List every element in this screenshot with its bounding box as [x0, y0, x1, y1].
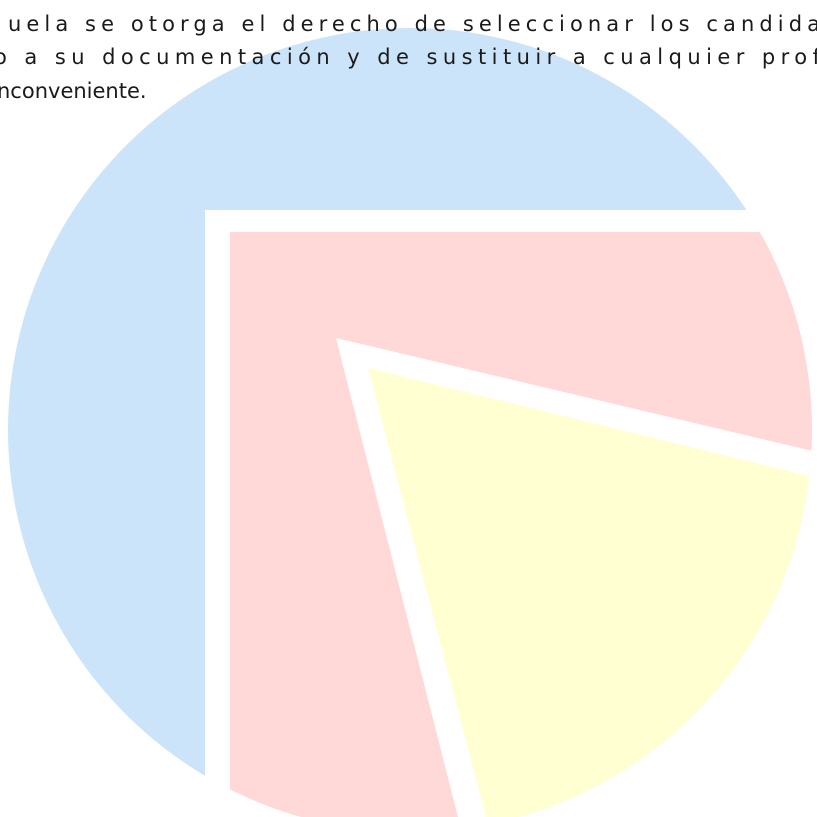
text-line: o a su documentación y de sustituir a cu…	[0, 45, 817, 69]
text-line: nconveniente.	[0, 79, 147, 103]
